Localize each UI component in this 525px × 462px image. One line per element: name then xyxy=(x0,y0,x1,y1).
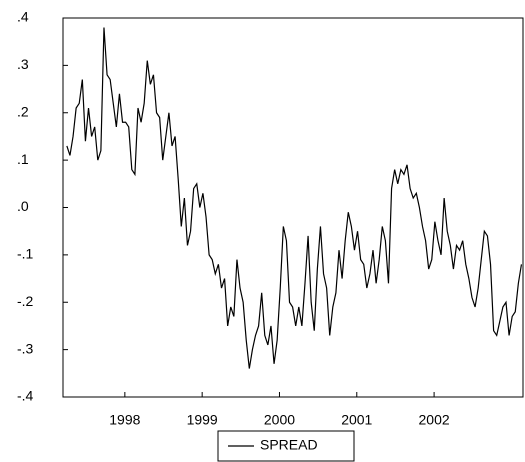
x-tick-label: 2001 xyxy=(341,412,372,428)
y-tick-label: -.3 xyxy=(17,340,34,356)
y-tick-label: -.4 xyxy=(17,388,34,404)
y-tick-label: .4 xyxy=(17,9,29,25)
y-tick-label: -.2 xyxy=(17,293,34,309)
x-tick-label: 2000 xyxy=(264,412,295,428)
y-tick-label: .1 xyxy=(17,151,29,167)
legend-label: SPREAD xyxy=(260,437,318,453)
x-tick-label: 1998 xyxy=(109,412,140,428)
y-tick-label: .3 xyxy=(17,56,29,72)
series-line xyxy=(66,27,523,369)
x-tick-label: 2002 xyxy=(419,412,450,428)
y-tick-label: -.1 xyxy=(17,246,34,262)
y-tick-label: .2 xyxy=(17,103,29,119)
plot-frame xyxy=(62,17,524,398)
y-tick-label: .0 xyxy=(17,198,29,214)
x-tick-label: 1999 xyxy=(187,412,218,428)
